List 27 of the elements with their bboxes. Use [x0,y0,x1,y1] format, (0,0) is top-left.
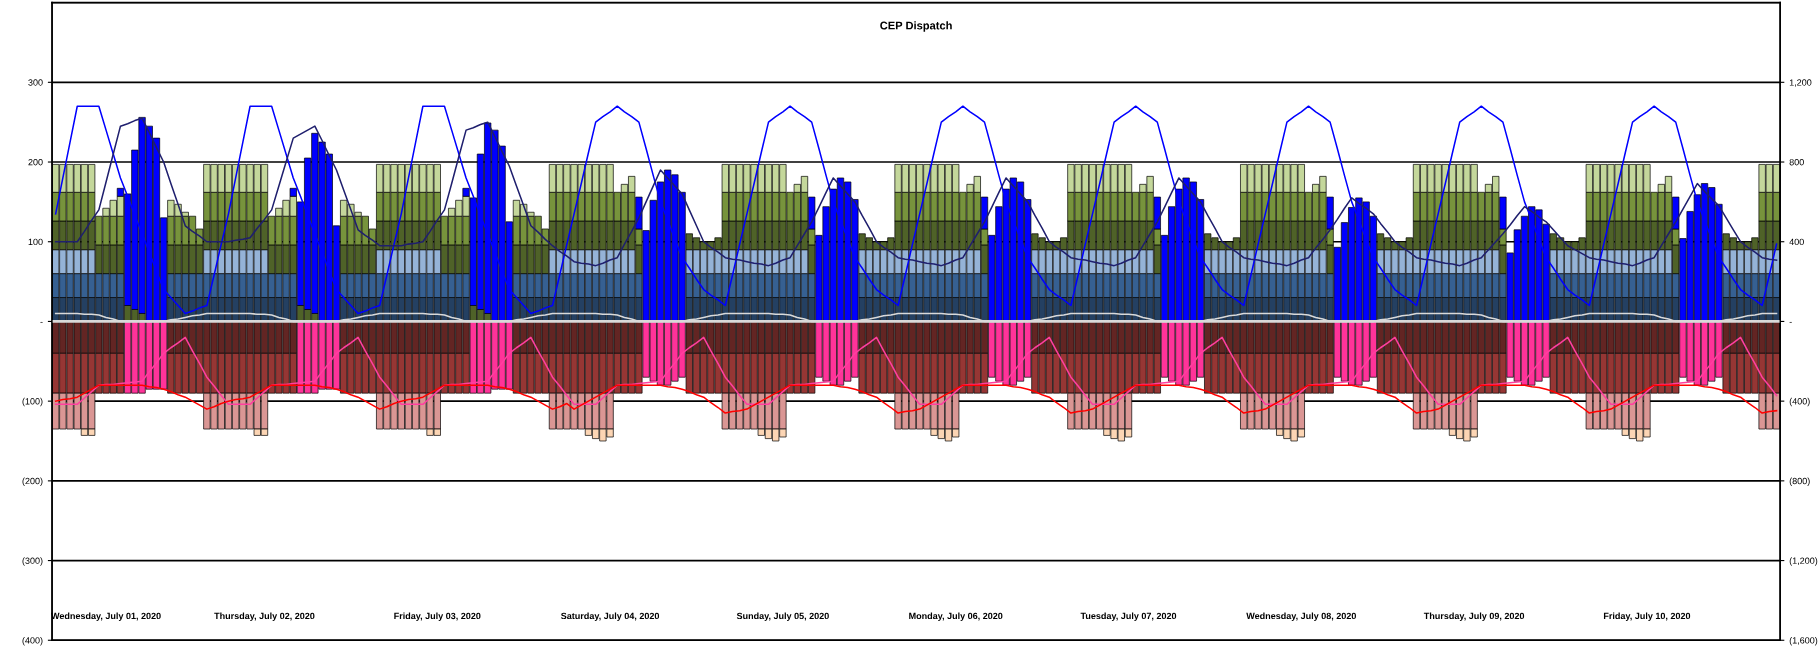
y2-tick-label: 400 [1789,238,1804,246]
x-tick-label: Monday, July 06, 2020 [909,612,1003,621]
y-tick-label: 100 [28,238,43,246]
y2-tick-label: 1,200 [1789,79,1812,87]
y-tick-label: - [40,321,43,323]
y2-tick-label: (1,600) [1789,636,1818,646]
y2-tick-label: (1,200) [1789,557,1818,566]
y2-tick-label: 800 [1789,158,1804,166]
x-tick-label: Sunday, July 05, 2020 [736,612,829,621]
y-tick-label: (200) [22,477,43,486]
x-tick-label: Friday, July 10, 2020 [1603,612,1691,621]
x-tick-label: Friday, July 03, 2020 [394,612,481,621]
x-tick-label: Wednesday, July 08, 2020 [1246,612,1356,621]
y2-tick-label: (400) [1789,397,1810,407]
line-series [54,312,1778,323]
y-tick-label: (400) [22,636,43,646]
y-tick-label: 200 [28,158,43,166]
x-tick-label: Thursday, July 09, 2020 [1423,612,1525,621]
text: CEP Dispatch [880,21,952,32]
y-tick-label: (300) [22,557,43,566]
x-tick-label: Tuesday, July 07, 2020 [1080,612,1177,621]
x-tick-label: Thursday, July 02, 2020 [214,612,315,621]
y-tick-label: 300 [28,79,43,86]
y2-tick-label: (800) [1789,477,1810,486]
y2-tick-label: - [1789,321,1792,323]
y-tick-label: (100) [22,397,43,407]
x-tick-label: Saturday, July 04, 2020 [561,612,660,621]
